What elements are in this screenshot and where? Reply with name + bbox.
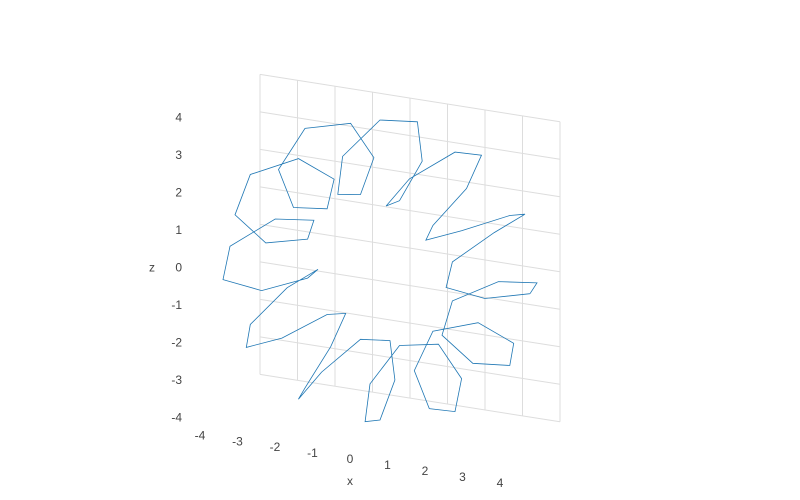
z-tick-label: 3	[175, 148, 182, 162]
z-tick-label: -2	[171, 335, 182, 349]
z-tick-label: 0	[175, 260, 182, 274]
z-tick-label: -1	[171, 298, 182, 312]
z-tick-label: 4	[175, 110, 182, 124]
x-tick-label: -3	[232, 434, 243, 448]
z-tick-label: 2	[175, 185, 182, 199]
grid: -4 -3 -2 -1 0 1 2 3 4 -4 -3 -2 -1 0 1 2 3 4 z x	[149, 73, 561, 490]
x-tick-label: 1	[384, 458, 391, 472]
z-tick-label: -3	[171, 373, 182, 387]
data-line	[222, 119, 538, 423]
z-axis-title: z	[149, 260, 155, 274]
x-tick-label: -4	[195, 428, 206, 442]
x-tick-label: 4	[497, 476, 504, 490]
z-tick-label: -4	[171, 410, 182, 424]
x-tick-label: -1	[307, 446, 318, 460]
x-tick-label: 0	[347, 452, 354, 466]
x-tick-label: -2	[270, 440, 281, 454]
z-tick-label: 1	[175, 223, 182, 237]
plot-area	[222, 119, 538, 423]
x-tick-label: 3	[459, 470, 466, 484]
x-tick-label: 2	[422, 464, 429, 478]
x-axis-title: x	[347, 474, 353, 488]
